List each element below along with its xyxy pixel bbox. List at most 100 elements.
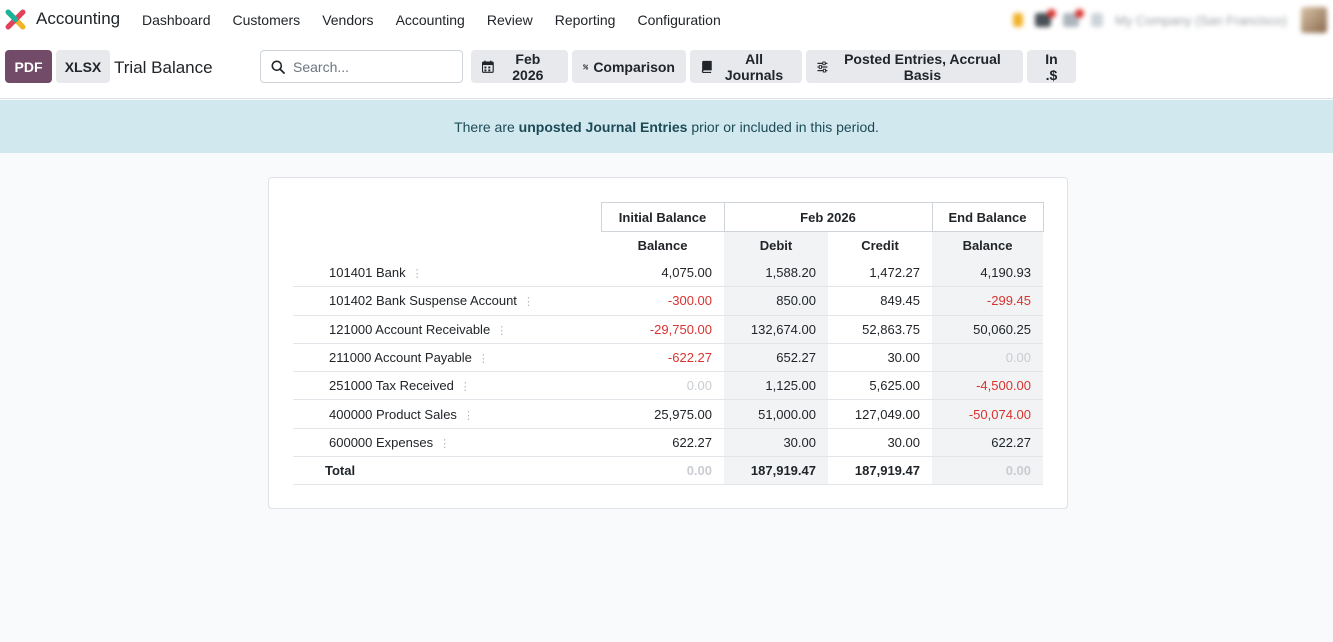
journals-filter-label: All Journals xyxy=(724,50,784,83)
table-row: 400000 Product Sales ⋮ 25,975.00 51,000.00 1… xyxy=(293,399,1043,429)
end-balance-group-header: End Balance xyxy=(931,202,1044,232)
account-menu-icon[interactable]: ⋮ xyxy=(496,324,507,337)
menu-customers[interactable]: Customers xyxy=(232,12,301,28)
menu-reporting[interactable]: Reporting xyxy=(554,12,616,28)
initial-balance-column-header: Balance xyxy=(637,237,688,253)
menu-review[interactable]: Review xyxy=(486,12,533,28)
debit-cell: 30.00 xyxy=(724,428,828,458)
account-name: 101401 Bank xyxy=(329,264,406,280)
activity-icon[interactable] xyxy=(1063,9,1085,27)
period-group-header: Feb 2026 xyxy=(723,202,933,232)
initial-cell: 622.27 xyxy=(601,428,724,458)
account-menu-icon[interactable]: ⋮ xyxy=(411,267,423,280)
debit-column-header: Debit xyxy=(724,231,828,259)
table-row: 211000 Account Payable ⋮ -622.27 652.27 30.0… xyxy=(293,343,1043,373)
account-name: 101402 Bank Suspense Account xyxy=(329,293,517,309)
end-cell: 4,190.93 xyxy=(932,258,1043,288)
unposted-entries-warning: There are unposted Journal Entries prior… xyxy=(0,100,1333,153)
account-cell[interactable]: 101401 Bank ⋮ xyxy=(293,258,601,288)
account-cell[interactable]: 101402 Bank Suspense Account ⋮ xyxy=(293,286,601,316)
table-row: 101402 Bank Suspense Account ⋮ -300.00 850.… xyxy=(293,286,1043,316)
end-balance-column-header: Balance xyxy=(932,231,1043,259)
account-name: 600000 Expenses xyxy=(329,434,434,450)
debit-cell: 1,588.20 xyxy=(724,258,828,288)
menu-dashboard[interactable]: Dashboard xyxy=(142,12,211,28)
account-menu-icon[interactable]: ⋮ xyxy=(477,353,489,366)
credit-cell: 52,863.75 xyxy=(828,315,932,344)
menu-accounting[interactable]: Accounting xyxy=(395,12,465,28)
end-cell: -4,500.00 xyxy=(932,371,1043,401)
currency-button[interactable]: In .$ xyxy=(1027,50,1076,83)
entries-options-label: Posted Entries, Accrual Basis xyxy=(844,50,1001,83)
end-cell: 622.27 xyxy=(932,428,1043,458)
end-cell: -299.45 xyxy=(932,286,1043,316)
total-row: Total 0.00 187,919.47 187,919.47 0.00 xyxy=(293,456,1043,486)
credit-column-header: Credit xyxy=(861,237,899,253)
credit-cell: 5,625.00 xyxy=(828,371,932,401)
percent-icon xyxy=(583,63,589,70)
initial-cell: -300.00 xyxy=(601,286,724,316)
table-row: 600000 Expenses ⋮ 622.27 30.00 30.00 622.27 xyxy=(293,428,1043,458)
initial-cell: -622.27 xyxy=(601,343,724,373)
account-cell[interactable]: 121000 Account Receivable ⋮ xyxy=(293,315,601,344)
account-cell[interactable]: 211000 Account Payable ⋮ xyxy=(293,343,601,373)
entries-options-button[interactable]: Posted Entries, Accrual Basis xyxy=(806,50,1023,83)
table-row: 121000 Account Receivable ⋮ -29,750.00 132,… xyxy=(293,315,1043,344)
warning-text-pre: There are xyxy=(454,118,519,135)
comparison-button[interactable]: Comparison xyxy=(572,50,686,83)
report-body: 101401 Bank ⋮ 4,075.00 1,588.20 1,472.27 4,19… xyxy=(293,258,1043,486)
warning-text-post: prior or included in this period. xyxy=(687,118,879,135)
account-name: 251000 Tax Received xyxy=(329,378,454,394)
menu-vendors[interactable]: Vendors xyxy=(322,12,374,28)
account-menu-icon[interactable]: ⋮ xyxy=(462,409,474,422)
calendar-icon xyxy=(482,60,494,73)
account-cell[interactable]: 251000 Tax Received ⋮ xyxy=(293,371,601,401)
page-title: Trial Balance xyxy=(114,58,213,77)
account-cell[interactable]: 400000 Product Sales ⋮ xyxy=(293,399,601,429)
control-panel: PDF XLSX Trial Balance Feb 2026 Comparis… xyxy=(0,40,1333,99)
search-icon xyxy=(271,60,285,74)
account-cell[interactable]: 600000 Expenses ⋮ xyxy=(293,428,601,458)
warning-text-link[interactable]: unposted Journal Entries xyxy=(518,118,688,135)
date-filter-label: Feb 2026 xyxy=(512,50,544,83)
table-row: 101401 Bank ⋮ 4,075.00 1,588.20 1,472.27 4,19… xyxy=(293,258,1043,288)
book-icon xyxy=(701,60,712,73)
messaging-icon[interactable] xyxy=(1035,9,1057,27)
debit-cell: 132,674.00 xyxy=(724,315,828,344)
company-switcher[interactable]: My Company (San Francisco) xyxy=(1115,12,1287,28)
initial-cell: 4,075.00 xyxy=(601,258,724,288)
end-cell: 0.00 xyxy=(932,343,1043,373)
empty-header-cell xyxy=(293,203,601,232)
pdf-button[interactable]: PDF xyxy=(5,50,52,83)
initial-cell: 25,975.00 xyxy=(601,399,724,429)
total-label: Total xyxy=(293,456,601,486)
timer-icon[interactable] xyxy=(1013,13,1024,27)
search-box[interactable] xyxy=(260,50,463,83)
search-input[interactable] xyxy=(293,58,453,75)
user-avatar[interactable] xyxy=(1301,7,1327,33)
account-menu-icon[interactable]: ⋮ xyxy=(522,296,534,309)
accounting-app-icon[interactable] xyxy=(5,9,26,30)
debit-cell: 850.00 xyxy=(724,286,828,316)
journals-filter-button[interactable]: All Journals xyxy=(690,50,802,83)
end-cell: 50,060.25 xyxy=(932,315,1043,344)
date-filter-button[interactable]: Feb 2026 xyxy=(471,50,568,83)
credit-cell: 849.45 xyxy=(828,286,932,316)
app-name[interactable]: Accounting xyxy=(36,9,121,28)
account-name: 211000 Account Payable xyxy=(329,350,472,366)
top-navbar: Accounting Dashboard Customers Vendors A… xyxy=(0,0,1333,40)
end-cell: -50,074.00 xyxy=(932,399,1043,429)
account-menu-icon[interactable]: ⋮ xyxy=(459,381,471,394)
initial-cell: 0.00 xyxy=(601,371,724,401)
trial-balance-table: Initial Balance Feb 2026 End Balance Bal… xyxy=(293,202,1044,486)
menu-configuration[interactable]: Configuration xyxy=(637,12,721,28)
credit-cell: 30.00 xyxy=(828,428,932,458)
settings-icon[interactable] xyxy=(1091,13,1104,27)
xlsx-button[interactable]: XLSX xyxy=(56,50,110,83)
account-menu-icon[interactable]: ⋮ xyxy=(439,437,450,450)
report-card: Initial Balance Feb 2026 End Balance Bal… xyxy=(268,177,1068,509)
debit-cell: 652.27 xyxy=(724,343,828,373)
credit-cell: 127,049.00 xyxy=(828,399,932,429)
account-column-header xyxy=(293,232,601,259)
main-menu: Dashboard Customers Vendors Accounting R… xyxy=(131,0,732,40)
